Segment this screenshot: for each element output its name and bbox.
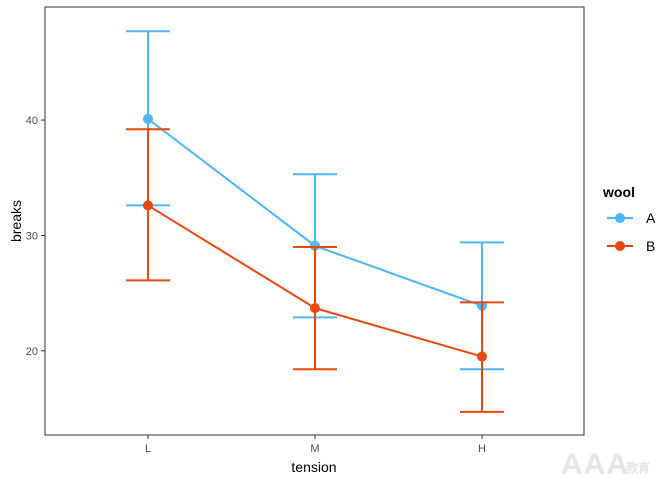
legend-key-point: [615, 241, 625, 251]
data-point: [310, 240, 320, 251]
y-tick-label: 40: [26, 115, 38, 127]
x-tick-label: L: [145, 443, 151, 455]
y-axis-title: breaks: [8, 200, 24, 242]
legend-label: B: [646, 238, 655, 254]
legend: wool AB: [602, 184, 656, 254]
data-point: [477, 351, 487, 362]
watermark-subtext: 教育: [625, 460, 650, 475]
data-point: [143, 113, 153, 124]
legend-key-point: [615, 213, 625, 223]
legend-item-A: A: [607, 210, 656, 226]
y-tick-label: 20: [26, 346, 38, 358]
data-point: [310, 303, 320, 314]
y-axis: 20 30 40: [26, 115, 45, 358]
legend-title: wool: [602, 184, 635, 200]
watermark: AAA 教育: [561, 448, 650, 480]
x-tick-label: H: [478, 443, 486, 455]
x-axis-title: tension: [291, 459, 336, 475]
data-point: [143, 200, 153, 211]
chart-marks: [126, 30, 504, 413]
legend-item-B: B: [607, 238, 655, 254]
watermark-text: AAA: [561, 448, 629, 480]
x-tick-label: M: [310, 443, 319, 455]
y-tick-label: 30: [26, 230, 38, 242]
legend-label: A: [646, 210, 656, 226]
series-B: [126, 128, 504, 413]
